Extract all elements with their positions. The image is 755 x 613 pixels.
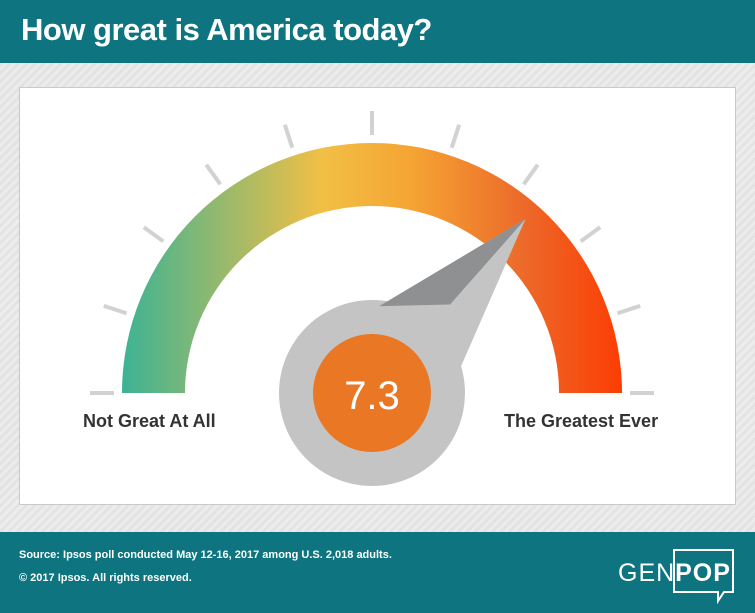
gauge-tick: [142, 225, 165, 243]
genpop-logo: GEN POP: [618, 549, 734, 604]
scale-min-label: Not Great At All: [83, 411, 216, 431]
gauge-arc: [122, 143, 622, 393]
gauge-value: 7.3: [344, 374, 400, 418]
logo-pop-text: POP: [675, 559, 731, 587]
logo-gen-text: GEN: [618, 559, 675, 587]
copyright-note: © 2017 Ipsos. All rights reserved.: [19, 572, 192, 584]
gauge-needle-shade: [379, 218, 526, 307]
gauge-ticks: [90, 111, 654, 395]
gauge-tick: [204, 163, 222, 186]
footer-bar: [0, 532, 755, 613]
gauge-tick: [282, 124, 295, 149]
logo-speech-bubble-icon: [673, 549, 734, 604]
gauge-tick: [579, 225, 602, 243]
scale-max-label: The Greatest Ever: [504, 411, 659, 431]
header-bar: How great is America today?: [0, 0, 755, 63]
value-circle: [313, 334, 431, 452]
gauge-tick: [522, 163, 540, 186]
gauge-tick: [449, 124, 462, 149]
page-title: How great is America today?: [21, 12, 432, 47]
gauge-chart: 7.3: [90, 111, 654, 486]
gauge-tick: [616, 303, 641, 316]
source-note: Source: Ipsos poll conducted May 12-16, …: [19, 549, 392, 561]
gauge-tick: [103, 303, 128, 316]
